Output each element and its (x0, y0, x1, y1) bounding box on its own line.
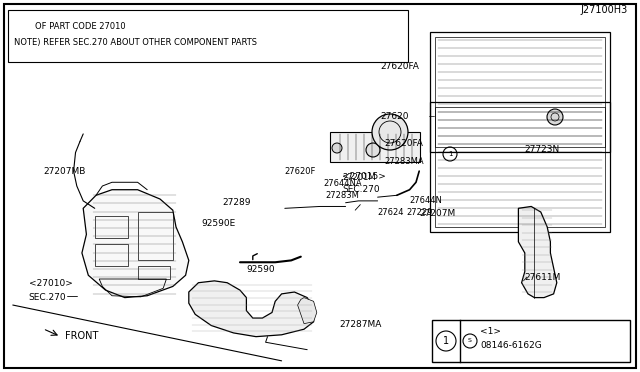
Text: FRONT: FRONT (65, 331, 99, 340)
Text: S: S (468, 339, 472, 343)
Text: <1>: <1> (480, 327, 501, 337)
Text: 27207M: 27207M (419, 209, 456, 218)
Bar (8, 10, 408, 62)
Text: 27287MA: 27287MA (339, 320, 381, 329)
Text: 92590E: 92590E (202, 219, 236, 228)
Text: 27229: 27229 (406, 208, 433, 217)
Text: 27207MB: 27207MB (44, 167, 86, 176)
Circle shape (463, 334, 477, 348)
Text: SEC.270: SEC.270 (342, 185, 380, 194)
Text: 27201M: 27201M (342, 173, 376, 182)
Circle shape (372, 114, 408, 150)
Circle shape (332, 143, 342, 153)
Text: 27723N: 27723N (525, 145, 560, 154)
Text: 27644N: 27644N (410, 196, 442, 205)
Bar (430, 32, 610, 152)
Polygon shape (82, 190, 189, 298)
Circle shape (366, 143, 380, 157)
Circle shape (436, 331, 456, 351)
Polygon shape (298, 298, 317, 324)
Text: 27644NA: 27644NA (323, 179, 362, 188)
Text: <27010>: <27010> (29, 279, 73, 288)
Text: 27624: 27624 (378, 208, 404, 217)
Bar (435, 37, 605, 147)
Text: 92590: 92590 (246, 265, 275, 274)
Text: 27289: 27289 (223, 198, 252, 207)
Text: 27611M: 27611M (525, 273, 561, 282)
Text: 27283MA: 27283MA (384, 157, 424, 166)
Polygon shape (518, 206, 557, 298)
Circle shape (443, 147, 457, 161)
Text: 27620: 27620 (381, 112, 410, 121)
Text: SEC.270: SEC.270 (29, 293, 67, 302)
Circle shape (547, 109, 563, 125)
Bar (430, 102, 610, 232)
Text: 08146-6162G: 08146-6162G (480, 341, 541, 350)
Text: OF PART CODE 27010: OF PART CODE 27010 (14, 22, 125, 31)
Text: 27283M: 27283M (325, 191, 359, 200)
Polygon shape (189, 281, 314, 337)
Text: J27100H3: J27100H3 (580, 5, 628, 15)
Bar (435, 107, 605, 227)
Text: 27620FA: 27620FA (384, 139, 423, 148)
Bar (432, 320, 630, 362)
Text: <27015>: <27015> (342, 172, 387, 181)
Bar (330, 132, 420, 162)
Text: NOTE) REFER SEC.270 ABOUT OTHER COMPONENT PARTS: NOTE) REFER SEC.270 ABOUT OTHER COMPONEN… (14, 38, 257, 46)
Text: 27620F: 27620F (285, 167, 316, 176)
Text: 1: 1 (443, 336, 449, 346)
Text: 27620FA: 27620FA (381, 62, 420, 71)
Text: 1: 1 (448, 151, 452, 157)
